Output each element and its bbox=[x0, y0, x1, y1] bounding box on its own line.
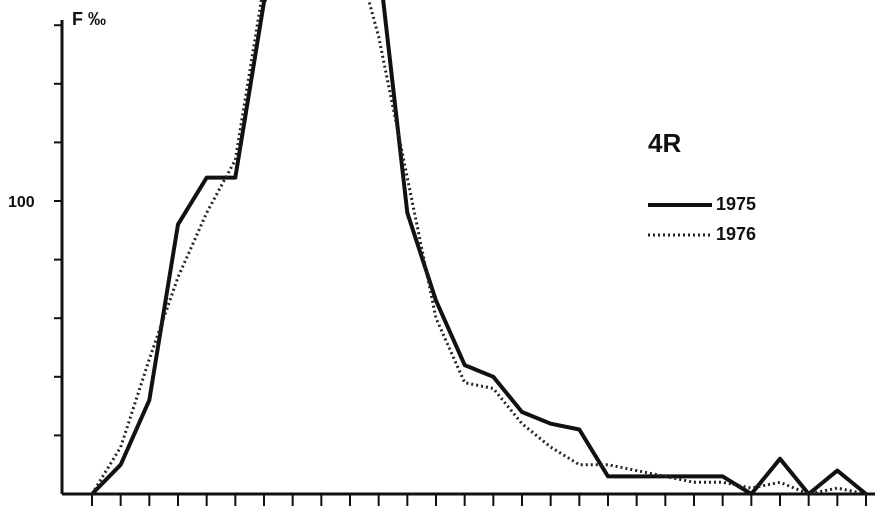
x-axis-ticks bbox=[91, 494, 867, 506]
y-axis-ticks bbox=[54, 24, 62, 437]
legend: 1975 1976 bbox=[648, 194, 756, 244]
series-line-1975 bbox=[90, 0, 868, 496]
panel-label-group: 4R bbox=[648, 128, 681, 158]
plot-area bbox=[90, 0, 868, 496]
y-axis: F ‰ 100 bbox=[8, 9, 106, 494]
panel-label: 4R bbox=[648, 128, 681, 158]
legend-label-1975: 1975 bbox=[716, 194, 756, 214]
y-axis-label: F ‰ bbox=[72, 9, 106, 29]
y-tick-label-100: 100 bbox=[8, 194, 35, 211]
legend-label-1976: 1976 bbox=[716, 224, 756, 244]
x-axis bbox=[62, 492, 875, 506]
series-line-1976 bbox=[90, 0, 867, 496]
